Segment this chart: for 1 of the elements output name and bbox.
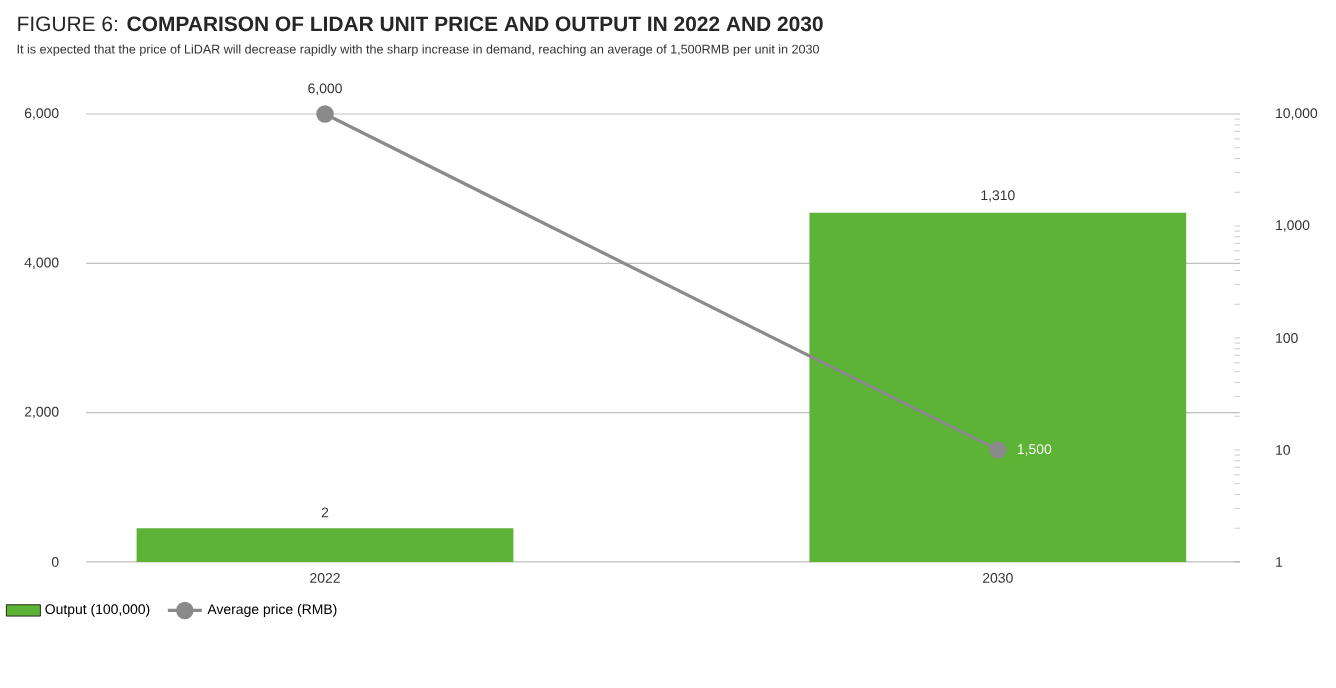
chart-title: FIGURE 6: COMPARISON OF LIDAR UNIT PRICE AND OUTPUT IN 2022 AND 2030: [18, 16, 823, 32]
